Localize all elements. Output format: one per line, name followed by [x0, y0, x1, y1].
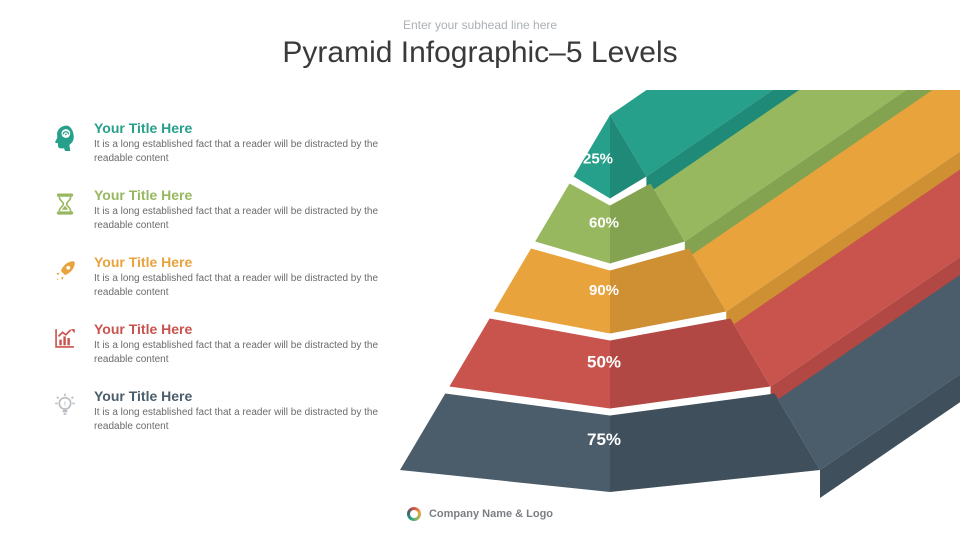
list-item: ! Your Title Here It is a long establish…	[50, 388, 390, 433]
svg-text:75%: 75%	[587, 430, 621, 449]
pyramid-graphic: 25% 60% 90% 50% 75%	[380, 90, 960, 510]
item-body: It is a long established fact that a rea…	[94, 272, 390, 299]
chart-icon	[50, 323, 80, 353]
svg-text:90%: 90%	[589, 282, 619, 299]
item-title: Your Title Here	[94, 388, 390, 404]
list-item: Your Title Here It is a long established…	[50, 187, 390, 232]
footer-text: Company Name & Logo	[429, 508, 553, 520]
footer: Company Name & Logo	[0, 507, 960, 524]
item-title: Your Title Here	[94, 254, 390, 270]
svg-text:50%: 50%	[587, 353, 621, 372]
hourglass-icon	[50, 189, 80, 219]
subhead-text: Enter your subhead line here	[0, 0, 960, 32]
item-body: It is a long established fact that a rea…	[94, 339, 390, 366]
svg-text:60%: 60%	[589, 215, 619, 232]
item-body: It is a long established fact that a rea…	[94, 138, 390, 165]
head-icon	[50, 122, 80, 152]
page-title: Pyramid Infographic–5 Levels	[0, 36, 960, 70]
bulb-icon: !	[50, 390, 80, 420]
list-item: Your Title Here It is a long established…	[50, 120, 390, 165]
item-title: Your Title Here	[94, 321, 390, 337]
svg-text:!: !	[64, 401, 66, 408]
svg-text:25%: 25%	[583, 151, 613, 168]
list-item: Your Title Here It is a long established…	[50, 321, 390, 366]
rocket-icon	[50, 256, 80, 286]
item-title: Your Title Here	[94, 187, 390, 203]
item-body: It is a long established fact that a rea…	[94, 406, 390, 433]
item-title: Your Title Here	[94, 120, 390, 136]
logo-icon	[407, 507, 421, 521]
item-body: It is a long established fact that a rea…	[94, 205, 390, 232]
list-item: Your Title Here It is a long established…	[50, 254, 390, 299]
items-panel: Your Title Here It is a long established…	[50, 120, 390, 455]
